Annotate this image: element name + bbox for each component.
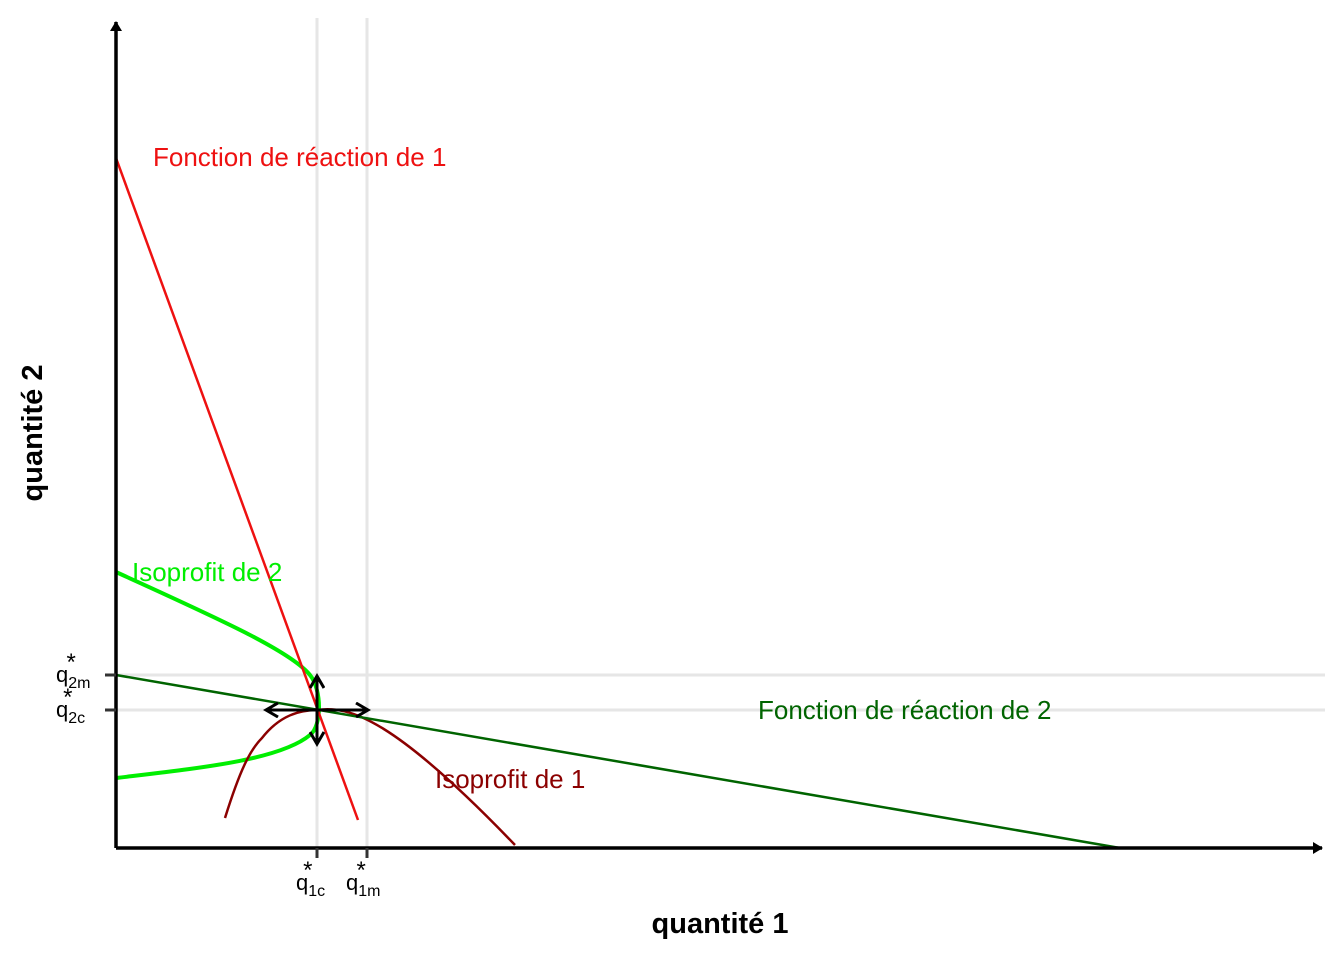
isoprofit-2-curve [115, 570, 321, 780]
x-tick-label-q1c: q1c* [296, 857, 325, 900]
label-isoprofit-2: Isoprofit de 2 [132, 557, 282, 587]
x-tick-label-q1m: q1m* [346, 857, 380, 900]
reaction-function-1-line [114, 157, 360, 821]
label-reaction-function-2: Fonction de réaction de 2 [758, 695, 1051, 725]
x-axis-title: quantité 1 [652, 908, 789, 940]
y-axis-title: quantité 2 [17, 365, 49, 502]
label-reaction-function-1: Fonction de réaction de 1 [153, 142, 446, 172]
y-tick-label-q2m: q2m* [56, 649, 90, 692]
label-isoprofit-1: Isoprofit de 1 [435, 764, 585, 794]
y-tick-label-q2c: q2c* [56, 684, 85, 727]
reaction-function-2-line [115, 673, 1121, 850]
